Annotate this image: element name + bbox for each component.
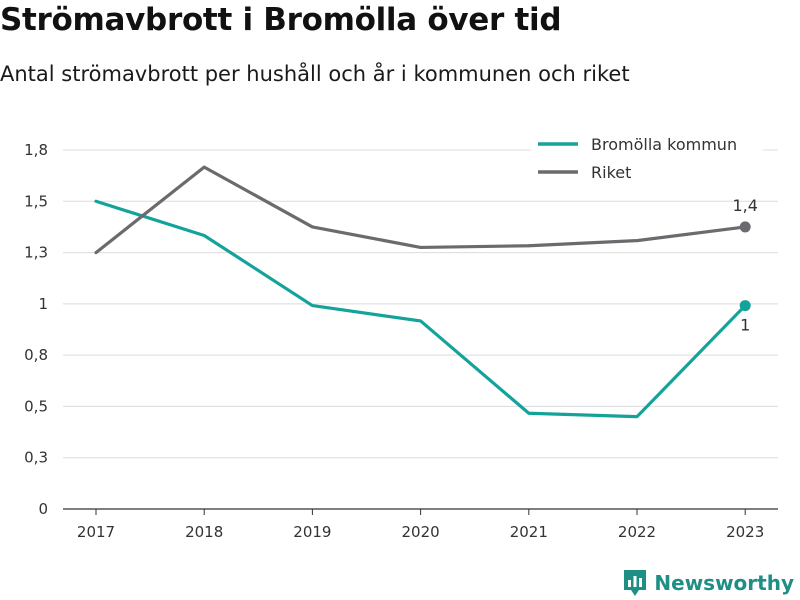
y-tick-label: 1,5 [24, 192, 48, 210]
brand-footer: Newsworthy [622, 568, 794, 598]
series-end-point [739, 221, 751, 233]
data-label: 1,4 [732, 196, 757, 215]
x-tick-label: 2017 [77, 523, 115, 541]
newsworthy-logo-icon [624, 570, 647, 596]
x-tick-label: 2021 [510, 523, 548, 541]
y-tick-label: 0,5 [24, 397, 48, 415]
chart-title: Strömavbrott i Bromölla över tid [0, 2, 562, 38]
brand-name: Newsworthy [654, 571, 794, 595]
series-end-point [739, 300, 751, 312]
legend-label: Bromölla kommun [591, 135, 737, 154]
series-line-bromolla [94, 199, 747, 419]
x-tick-label: 2019 [293, 523, 331, 541]
x-tick-label: 2022 [618, 523, 656, 541]
data-label: 1 [740, 316, 750, 335]
x-tick-label: 2023 [726, 523, 764, 541]
legend-background [531, 130, 763, 188]
legend-label: Riket [591, 163, 631, 182]
x-tick-label: 2020 [402, 523, 440, 541]
y-tick-label: 1,3 [24, 244, 48, 262]
x-tick-label: 2018 [185, 523, 223, 541]
y-tick-label: 0,3 [24, 449, 48, 467]
series-line-riket [94, 165, 747, 255]
y-tick-label: 1,8 [24, 141, 48, 159]
chart-subtitle: Antal strömavbrott per hushåll och år i … [0, 62, 630, 86]
y-tick-label: 0 [38, 500, 48, 518]
y-tick-label: 1 [38, 295, 48, 313]
y-tick-label: 0,8 [24, 346, 48, 364]
